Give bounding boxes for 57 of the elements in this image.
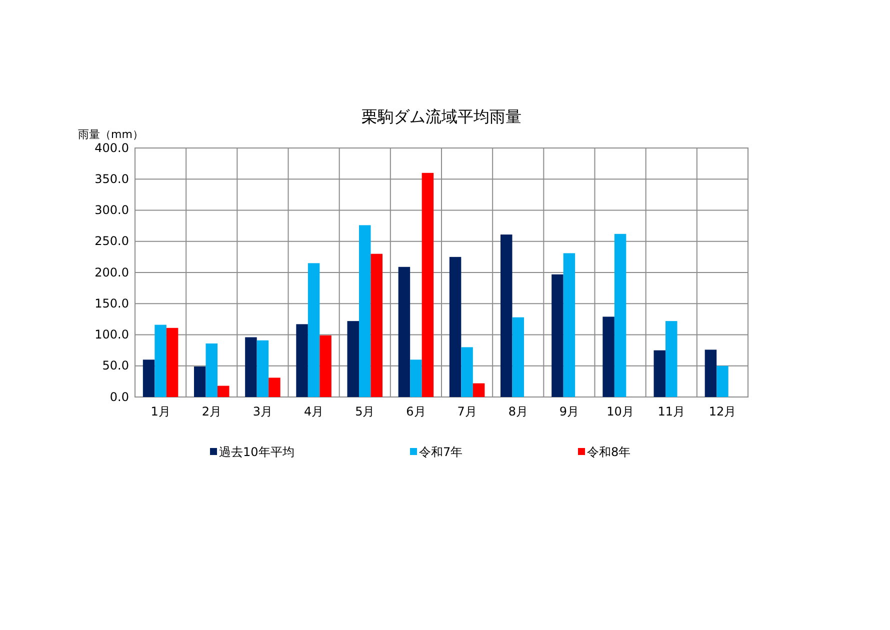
x-tick-label: 3月 — [252, 404, 273, 419]
bar — [142, 360, 155, 397]
bar — [166, 328, 178, 397]
bar — [398, 266, 410, 397]
x-tick-label: 1月 — [150, 404, 170, 419]
bar — [602, 316, 614, 397]
legend-label: 令和8年 — [587, 445, 631, 459]
bar — [308, 263, 320, 397]
bar — [296, 324, 308, 397]
bar — [154, 324, 166, 397]
x-tick-label: 6月 — [406, 404, 426, 419]
bar — [461, 347, 473, 397]
bar — [206, 343, 218, 397]
bar — [347, 321, 359, 397]
x-tick-label: 10月 — [606, 404, 634, 419]
y-tick-label: 350.0 — [94, 172, 129, 186]
y-tick-label: 100.0 — [94, 328, 129, 342]
bar — [500, 234, 512, 397]
bar — [552, 274, 564, 397]
x-tick-label: 2月 — [202, 404, 222, 419]
x-tick-label: 9月 — [559, 404, 580, 419]
x-tick-label: 4月 — [304, 404, 324, 419]
y-axis-title: 雨量（mm） — [78, 128, 144, 141]
bar — [320, 335, 332, 397]
bar — [666, 321, 678, 397]
bar — [716, 366, 728, 397]
x-tick-label: 8月 — [508, 404, 528, 419]
bar — [359, 225, 371, 397]
bar — [472, 383, 485, 397]
bar — [370, 254, 382, 397]
bar — [614, 234, 626, 397]
x-tick-label: 5月 — [355, 404, 375, 419]
x-tick-label: 7月 — [457, 404, 477, 419]
bar — [449, 256, 462, 397]
legend-label: 過去10年平均 — [219, 445, 294, 459]
x-tick-label: 11月 — [658, 404, 686, 419]
bar — [422, 172, 434, 397]
legend-label: 令和7年 — [419, 445, 463, 459]
y-tick-label: 150.0 — [94, 296, 129, 310]
bar — [704, 350, 717, 397]
y-tick-label: 400.0 — [94, 140, 129, 155]
x-tick-label: 12月 — [708, 404, 736, 419]
bar — [268, 378, 280, 397]
y-tick-label: 50.0 — [102, 358, 129, 373]
y-tick-label: 0.0 — [110, 390, 129, 404]
chart-title: 栗駒ダム流域平均雨量 — [362, 107, 522, 126]
bar — [218, 386, 230, 397]
y-tick-label: 200.0 — [94, 265, 129, 280]
bar — [512, 317, 524, 397]
bar — [410, 360, 422, 397]
bar — [563, 253, 576, 397]
y-tick-label: 300.0 — [94, 203, 129, 218]
y-tick-label: 250.0 — [94, 234, 129, 248]
bar — [256, 340, 269, 397]
bar — [194, 366, 206, 397]
bar — [654, 350, 666, 397]
bar — [245, 337, 257, 397]
